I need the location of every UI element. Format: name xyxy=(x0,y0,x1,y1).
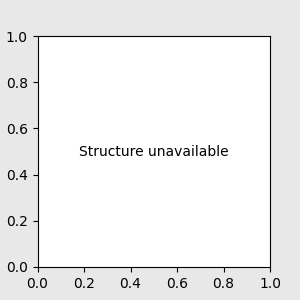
Text: Structure unavailable: Structure unavailable xyxy=(79,145,229,158)
